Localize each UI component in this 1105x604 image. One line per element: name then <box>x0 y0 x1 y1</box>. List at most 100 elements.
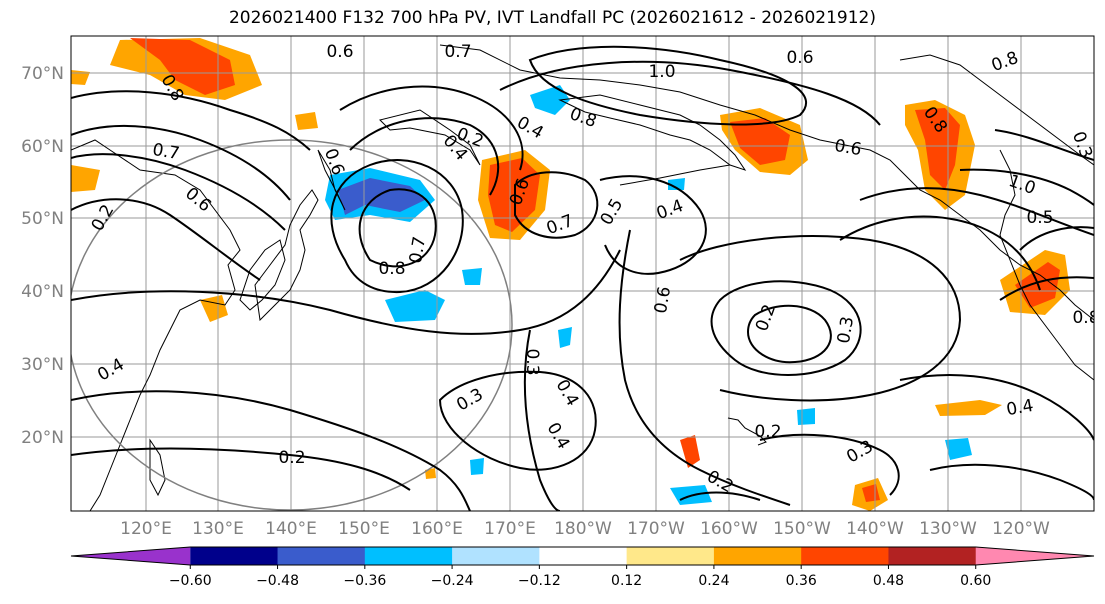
contour-label: 0.5 <box>1026 208 1053 228</box>
contour-label: 0.7 <box>544 211 576 239</box>
shade-orange <box>935 400 1002 416</box>
colorbar-swatch <box>71 547 191 565</box>
contour-label: 0.8 <box>1072 308 1099 328</box>
colorbar-ticks: −0.60 −0.48 −0.36 −0.24 −0.12 0.12 0.24 0.36 0.4… <box>169 565 991 589</box>
lat-label: 40°N <box>21 282 64 302</box>
colorbar-swatch <box>277 547 366 565</box>
lon-label: 130°W <box>919 519 977 539</box>
lon-label: 160°W <box>700 519 758 539</box>
shade-cyan <box>558 327 572 348</box>
contour-label: 0.6 <box>786 48 813 68</box>
contour-label: 0.3 <box>843 437 876 468</box>
contour-label: 0.6 <box>833 136 863 160</box>
lon-label: 150°W <box>773 519 831 539</box>
shade-cyan <box>668 178 685 190</box>
shade-orange <box>680 435 700 468</box>
colorbar-tick-label: 0.12 <box>611 573 642 589</box>
pv-contours <box>71 45 1094 511</box>
contour-label: 0.2 <box>88 201 119 234</box>
contour-label: 0.3 <box>522 348 542 375</box>
contour-label: 0.7 <box>406 235 430 265</box>
lon-label: 120°E <box>120 519 172 539</box>
shade-cyan <box>462 268 482 285</box>
coastlines <box>71 44 1094 511</box>
colorbar-tick-label: 0.36 <box>786 573 817 589</box>
lat-label: 70°N <box>21 64 64 84</box>
contour-label: 0.3 <box>1068 129 1096 161</box>
colorbar-swatch <box>452 547 540 565</box>
shade-red <box>730 118 790 165</box>
contour-label: 1.0 <box>1006 171 1038 199</box>
shade-cyan <box>470 458 484 475</box>
shade-cyan <box>945 438 972 460</box>
shade-orange <box>200 295 228 322</box>
contour-label: 0.4 <box>543 419 574 452</box>
lat-label: 30°N <box>21 355 64 375</box>
colorbar-swatch <box>364 547 453 565</box>
contour-label: 0.4 <box>552 376 583 409</box>
contour-label: 0.7 <box>444 42 471 62</box>
lat-label: 50°N <box>21 209 64 229</box>
longitude-labels: 120°E 130°E 140°E 150°E 160°E 170°E 180°W 170°W… <box>120 519 1050 539</box>
lon-label: 170°W <box>627 519 685 539</box>
contour-label: 0.8 <box>989 48 1021 76</box>
colorbar-swatch <box>801 547 889 565</box>
shade-orange <box>71 165 100 192</box>
contour-label: 0.2 <box>754 422 781 442</box>
colorbar-tick-label: −0.24 <box>431 573 474 589</box>
contour-label: 0.6 <box>651 285 675 315</box>
shade-red <box>130 38 235 95</box>
colorbar-tick-label: 0.24 <box>698 573 729 589</box>
shade-orange <box>71 70 90 85</box>
graticule <box>71 36 1094 511</box>
colorbar-swatch <box>626 547 715 565</box>
shade-orange <box>425 468 436 479</box>
shade-red <box>915 108 960 190</box>
lon-label: 130°E <box>192 519 244 539</box>
map-area: 0.6 0.7 0.60.8 1.0 0.80.70.60.4 0.80.60.20.60… <box>71 36 1099 511</box>
colorbar-tick-label: 0.48 <box>873 573 904 589</box>
contour-label: 0.5 <box>597 195 628 228</box>
latitude-labels: 70°N 60°N 50°N 40°N 30°N 20°N <box>21 64 64 448</box>
contour-label: 0.3 <box>453 385 486 416</box>
colorbar-swatch <box>539 547 628 565</box>
lon-label: 120°W <box>992 519 1050 539</box>
lon-label: 150°E <box>338 519 390 539</box>
colorbar-swatch <box>975 547 1094 565</box>
map-frame <box>70 35 1095 512</box>
colorbar-swatch <box>190 547 279 565</box>
lat-label: 60°N <box>21 137 64 157</box>
colorbar-swatch <box>888 547 977 565</box>
contour-label: 0.4 <box>94 355 127 386</box>
colorbar <box>70 546 1095 566</box>
contour-label: 0.4 <box>513 113 546 144</box>
lon-label: 180°W <box>554 519 612 539</box>
contour-label: 0.8 <box>567 104 599 132</box>
shade-blue <box>338 178 425 215</box>
colorbar-tick-label: −0.36 <box>343 573 386 589</box>
contour-label: 0.4 <box>1005 396 1035 420</box>
reference-circle <box>71 139 513 511</box>
shade-cyan <box>797 408 815 425</box>
shade-cyan <box>385 290 445 322</box>
contour-label: 0.4 <box>654 196 686 224</box>
colorbar-tick-label: −0.60 <box>169 573 212 589</box>
lon-label: 140°W <box>846 519 904 539</box>
contour-label: 0.3 <box>834 315 858 345</box>
colorbar-tick-label: −0.48 <box>256 573 299 589</box>
lon-label: 160°E <box>411 519 463 539</box>
contour-label: 0.6 <box>326 42 353 62</box>
colorbar-tick-label: −0.12 <box>518 573 561 589</box>
shade-orange <box>295 112 318 130</box>
contour-label: 0.6 <box>181 184 215 217</box>
contour-label: 0.8 <box>378 259 405 279</box>
contour-label: 1.0 <box>648 62 675 82</box>
lat-label: 20°N <box>21 428 64 448</box>
map-title: 2026021400 F132 700 hPa PV, IVT Landfall… <box>228 8 876 28</box>
shade-cyan <box>530 85 570 115</box>
colorbar-tick-label: 0.60 <box>960 573 991 589</box>
lon-label: 140°E <box>265 519 317 539</box>
lon-label: 170°E <box>484 519 536 539</box>
colorbar-swatch <box>713 547 802 565</box>
